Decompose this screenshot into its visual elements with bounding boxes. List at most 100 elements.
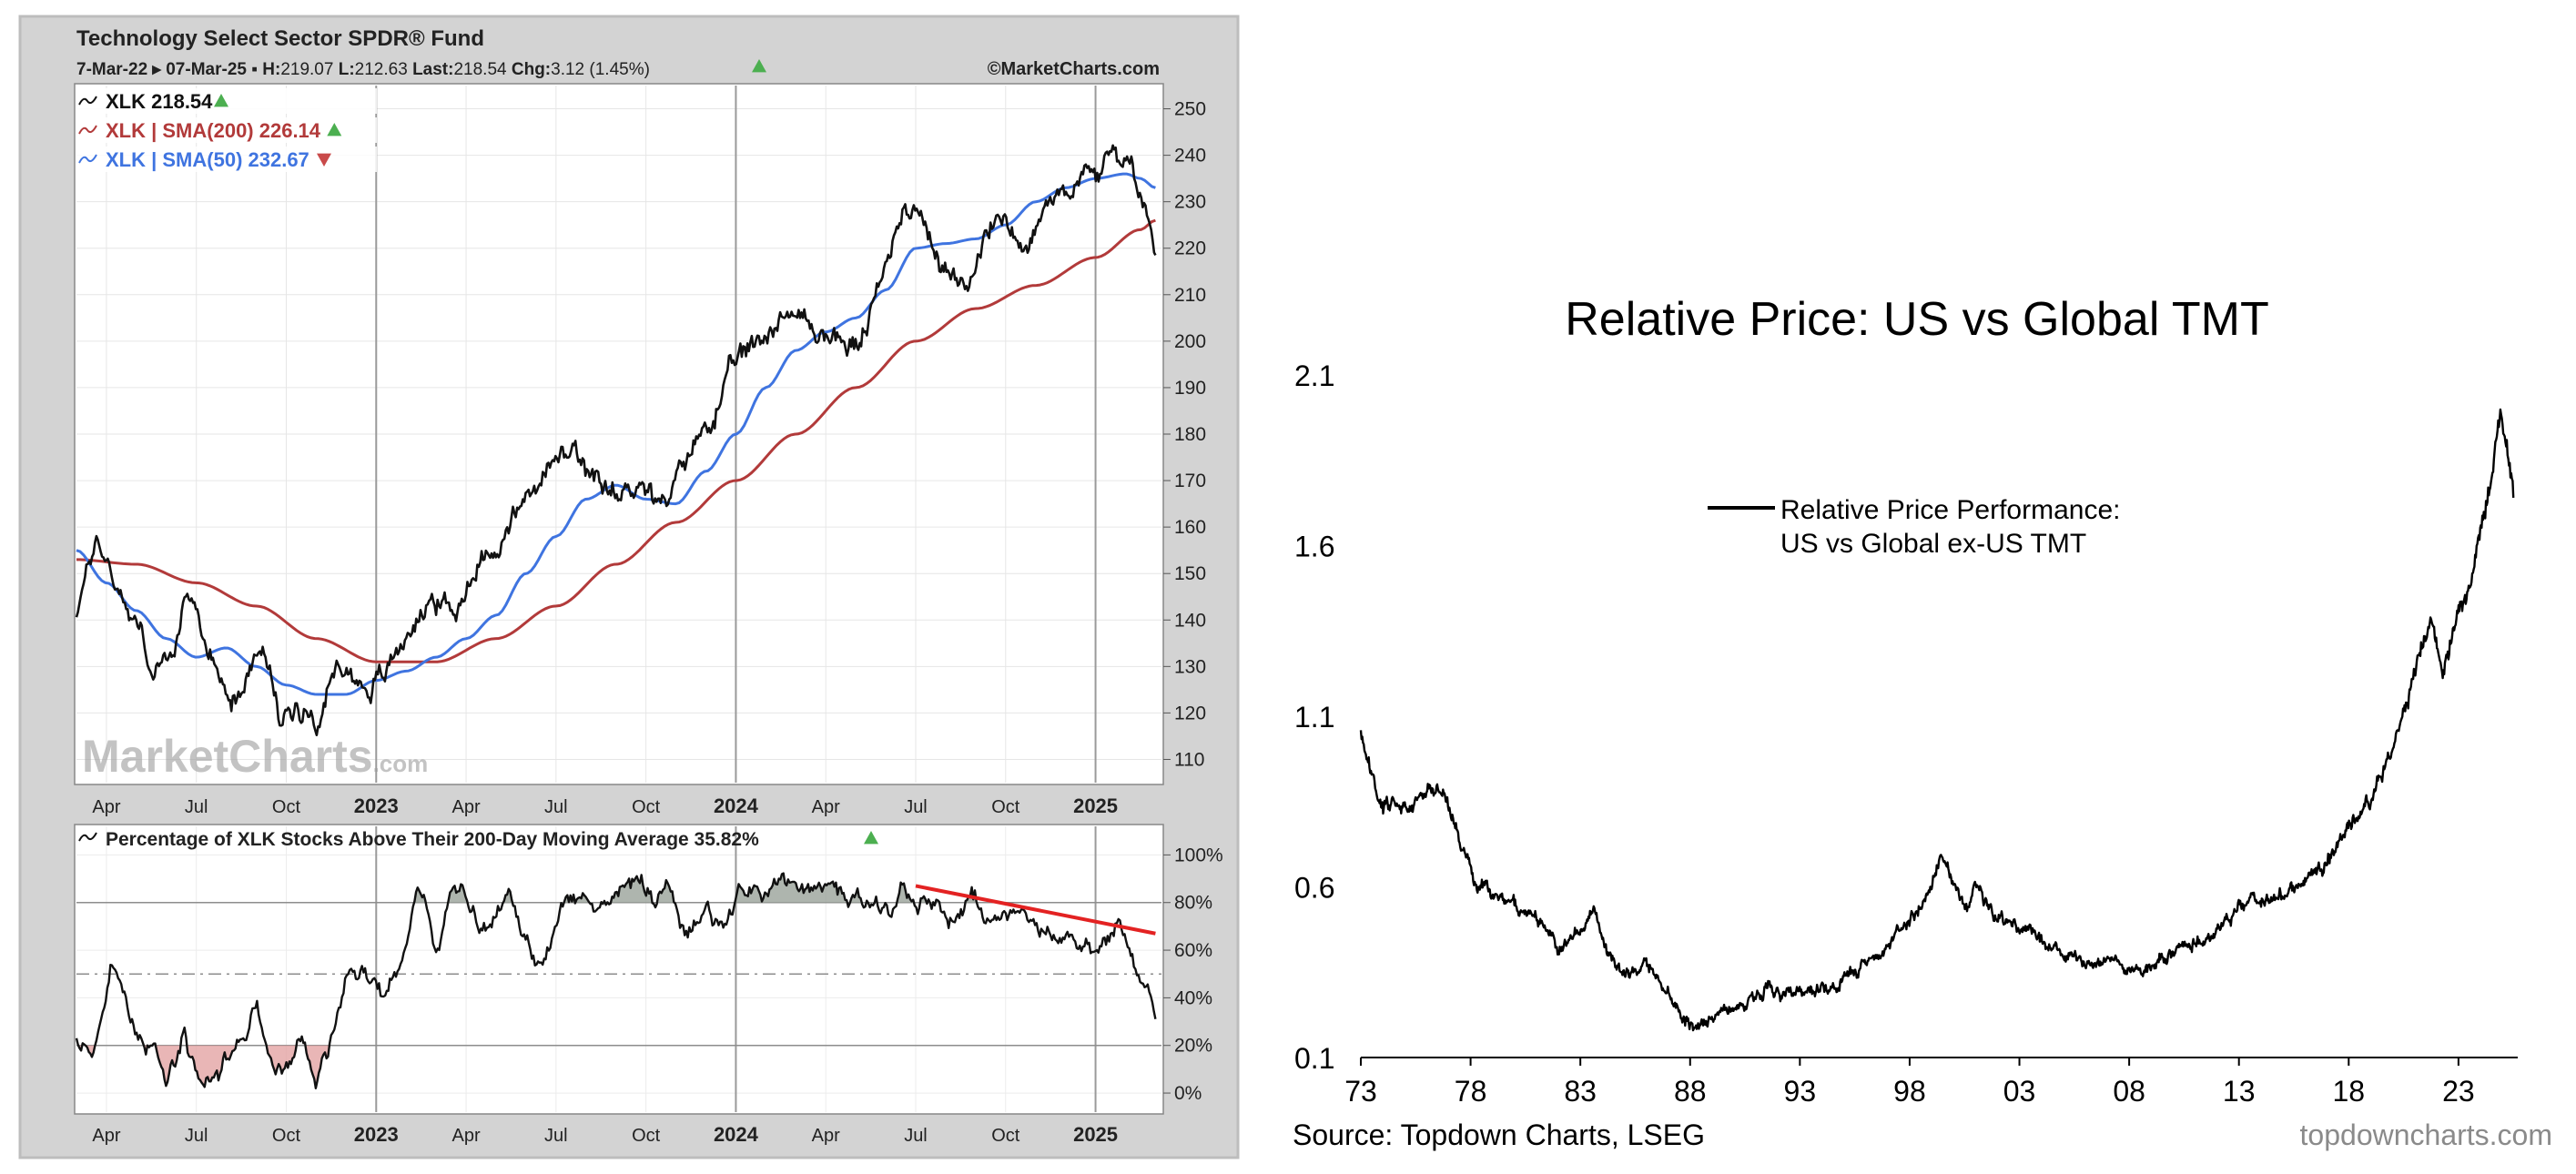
breadth-x-tick-label: Oct — [632, 1126, 661, 1146]
price-x-tick-label: Jul — [185, 797, 208, 817]
brand-note: topdowncharts.com — [2300, 1118, 2552, 1151]
legend-up-arrow-icon — [327, 123, 342, 137]
price-y-tick-label: 170 — [1174, 471, 1206, 491]
breadth-x-tick-label: Oct — [991, 1126, 1020, 1146]
change-up-arrow-icon — [752, 59, 766, 73]
relative-x-tick-label: 88 — [1674, 1075, 1707, 1108]
breadth-y-tick-label: 80% — [1174, 893, 1212, 914]
marketcharts-panel: Technology Select Sector SPDR® Fund 7-Ma… — [18, 15, 1240, 1159]
price-x-tick-label: 2024 — [714, 794, 759, 817]
low-label: L: — [339, 60, 355, 79]
last-value: 218.54 — [453, 60, 507, 79]
breadth-legend: Percentage of XLK Stocks Above Their 200… — [78, 829, 878, 850]
relative-y-tick-label: 0.1 — [1294, 1042, 1334, 1075]
price-x-tick-label: Apr — [92, 797, 120, 817]
relative-x-tick-label: 03 — [2003, 1075, 2036, 1108]
marketcharts-watermark: MarketCharts.com — [82, 731, 428, 782]
oversold-shading — [188, 1045, 238, 1088]
oversold-shading — [157, 1045, 182, 1087]
fund-title: Technology Select Sector SPDR® Fund — [76, 26, 484, 51]
price-y-tick-label: 230 — [1174, 192, 1206, 213]
price-x-tick-label: Apr — [452, 797, 481, 817]
date-range: 7-Mar-22 ▸ 07-Mar-25 ▪ — [76, 60, 262, 79]
legend-line-icon — [78, 96, 97, 106]
low-value: 212.63 — [355, 60, 408, 79]
price-y-tick-label: 120 — [1174, 703, 1206, 724]
copyright: ©MarketCharts.com — [988, 59, 1160, 79]
watermark-brand: MarketCharts — [82, 731, 373, 782]
legend-label: XLK | SMA(50) 232.67 — [106, 148, 309, 171]
breadth-y-axis: 0% 20% 40% 60% 80% 100% — [1163, 845, 1223, 1104]
relative-x-tick-label: 78 — [1455, 1075, 1487, 1108]
relative-x-tick-label: 73 — [1344, 1075, 1377, 1108]
right-chart-title: Relative Price: US vs Global TMT — [1565, 293, 2268, 346]
price-y-tick-label: 200 — [1174, 331, 1206, 352]
price-x-axis: Apr Jul Oct 2023 Apr Jul Oct 2024 Apr Jul Oct 2025 — [92, 794, 1118, 817]
relative-x-tick-label: 83 — [1564, 1075, 1597, 1108]
legend-background — [76, 88, 377, 114]
breadth-x-tick-label: Apr — [452, 1126, 481, 1146]
price-x-tick-label: 2023 — [354, 794, 399, 817]
header-up-arrow — [752, 59, 766, 73]
relative-legend-label: Relative Price Performance: — [1780, 495, 2120, 525]
breadth-x-tick-label: Jul — [185, 1126, 208, 1146]
high-value: 219.07 — [280, 60, 333, 79]
overbought-shading — [898, 882, 915, 903]
overbought-shading — [658, 880, 675, 903]
breadth-up-arrow-icon — [864, 831, 878, 845]
price-y-tick-label: 220 — [1174, 238, 1206, 259]
relative-x-tick-label: 23 — [2442, 1075, 2475, 1108]
price-x-tick-label: Jul — [904, 797, 928, 817]
sma200-line — [76, 218, 1156, 663]
price-x-tick-label: Oct — [991, 797, 1020, 817]
breadth-plot-area — [74, 824, 1164, 1115]
breadth-x-tick-label: 2024 — [714, 1123, 759, 1146]
breadth-x-axis: Apr Jul Oct 2023 Apr Jul Oct 2024 Apr Jul Oct 2025 — [92, 1123, 1118, 1146]
source-note: Source: Topdown Charts, LSEG — [1293, 1118, 1705, 1151]
legend-up-arrow-icon — [214, 94, 228, 107]
breadth-x-tick-label: Jul — [544, 1126, 568, 1146]
relative-y-tick-label: 0.6 — [1294, 872, 1334, 905]
price-y-tick-label: 130 — [1174, 656, 1206, 677]
relative-x-tick-label: 93 — [1784, 1075, 1817, 1108]
breadth-x-tick-label: 2023 — [354, 1123, 399, 1146]
breadth-x-tick-label: Apr — [812, 1126, 840, 1146]
legend-label: XLK 218.54 — [106, 90, 213, 113]
relative-price-line — [1359, 408, 2515, 1032]
price-y-tick-label: 250 — [1174, 99, 1206, 120]
price-y-tick-label: 140 — [1174, 610, 1206, 631]
legend-line-icon — [78, 125, 97, 135]
change-value: 3.12 (1.45%) — [551, 60, 650, 79]
legend-label: XLK | SMA(200) 226.14 — [106, 119, 321, 142]
legend-background — [76, 117, 377, 143]
relative-y-axis: 0.1 0.6 1.1 1.6 2.1 — [1294, 359, 1334, 1075]
price-y-tick-label: 110 — [1174, 749, 1204, 770]
relative-y-tick-label: 1.1 — [1294, 701, 1334, 734]
price-x-tick-label: Apr — [812, 797, 840, 817]
price-y-tick-label: 210 — [1174, 285, 1206, 306]
breadth-legend-line-icon — [78, 832, 97, 842]
relative-y-tick-label: 1.6 — [1294, 531, 1334, 563]
price-summary: 7-Mar-22 ▸ 07-Mar-25 ▪ H:219.07 L:212.63… — [76, 60, 650, 79]
watermark-suffix: .com — [373, 750, 429, 777]
breadth-y-tick-label: 100% — [1174, 845, 1223, 865]
oversold-shading — [306, 1045, 330, 1088]
relative-x-tick-label: 98 — [1893, 1075, 1926, 1108]
breadth-series — [75, 872, 1157, 1089]
relative-legend-label: US vs Global ex-US TMT — [1780, 529, 2086, 559]
relative-x-tick-label: 13 — [2223, 1075, 2256, 1108]
breadth-y-tick-label: 60% — [1174, 940, 1212, 961]
legend-down-arrow-icon — [317, 153, 331, 167]
overbought-shading — [851, 888, 863, 903]
price-y-tick-label: 240 — [1174, 146, 1206, 167]
breadth-trend-line — [915, 884, 1156, 936]
relative-x-axis: 73 78 83 88 93 98 03 08 13 18 23 — [1344, 1058, 2475, 1108]
relative-legend: Relative Price Performance: US vs Global … — [1708, 495, 2120, 559]
price-y-tick-label: 190 — [1174, 378, 1206, 399]
breadth-y-tick-label: 40% — [1174, 987, 1212, 1008]
high-label: H: — [262, 60, 280, 79]
price-x-tick-label: Oct — [632, 797, 661, 817]
oversold-shading — [268, 1045, 298, 1075]
breadth-x-tick-label: Jul — [904, 1126, 928, 1146]
